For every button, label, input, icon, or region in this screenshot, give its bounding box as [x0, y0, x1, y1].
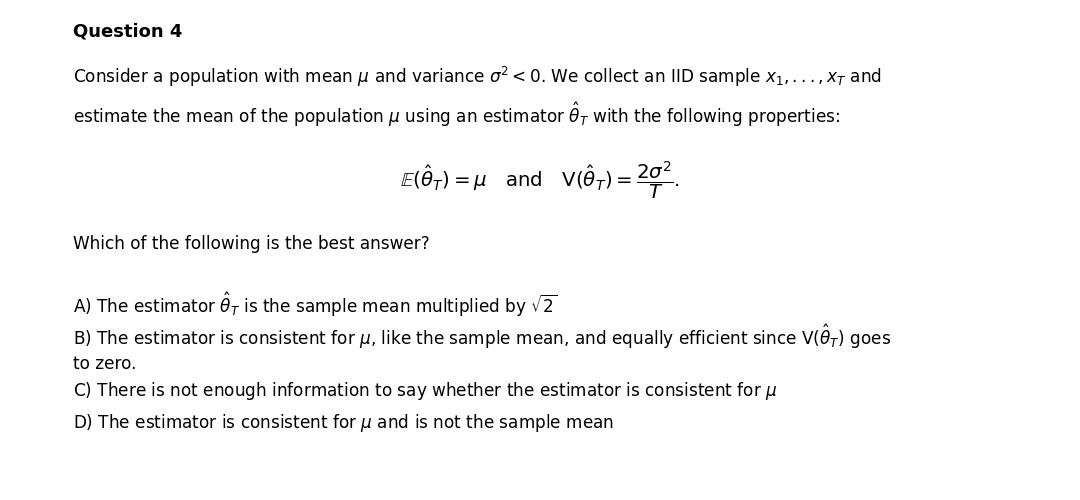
- Text: B) The estimator is consistent for $\mu$, like the sample mean, and equally effi: B) The estimator is consistent for $\mu$…: [73, 322, 891, 351]
- Text: Question 4: Question 4: [73, 22, 183, 40]
- Text: to zero.: to zero.: [73, 355, 137, 373]
- Text: estimate the mean of the population $\mu$ using an estimator $\hat{\theta}_T$ wi: estimate the mean of the population $\mu…: [73, 100, 840, 128]
- Text: Consider a population with mean $\mu$ and variance $\sigma^2 < 0$. We collect an: Consider a population with mean $\mu$ an…: [73, 65, 882, 89]
- Text: A) The estimator $\hat{\theta}_T$ is the sample mean multiplied by $\sqrt{2}$: A) The estimator $\hat{\theta}_T$ is the…: [73, 290, 558, 318]
- Text: $\mathbb{E}(\hat{\theta}_T) = \mu \quad \text{and} \quad \mathrm{V}(\hat{\theta}: $\mathbb{E}(\hat{\theta}_T) = \mu \quad …: [400, 160, 680, 202]
- Text: C) There is not enough information to say whether the estimator is consistent fo: C) There is not enough information to sa…: [73, 380, 778, 402]
- Text: D) The estimator is consistent for $\mu$ and is not the sample mean: D) The estimator is consistent for $\mu$…: [73, 412, 615, 434]
- Text: Which of the following is the best answer?: Which of the following is the best answe…: [73, 235, 430, 253]
